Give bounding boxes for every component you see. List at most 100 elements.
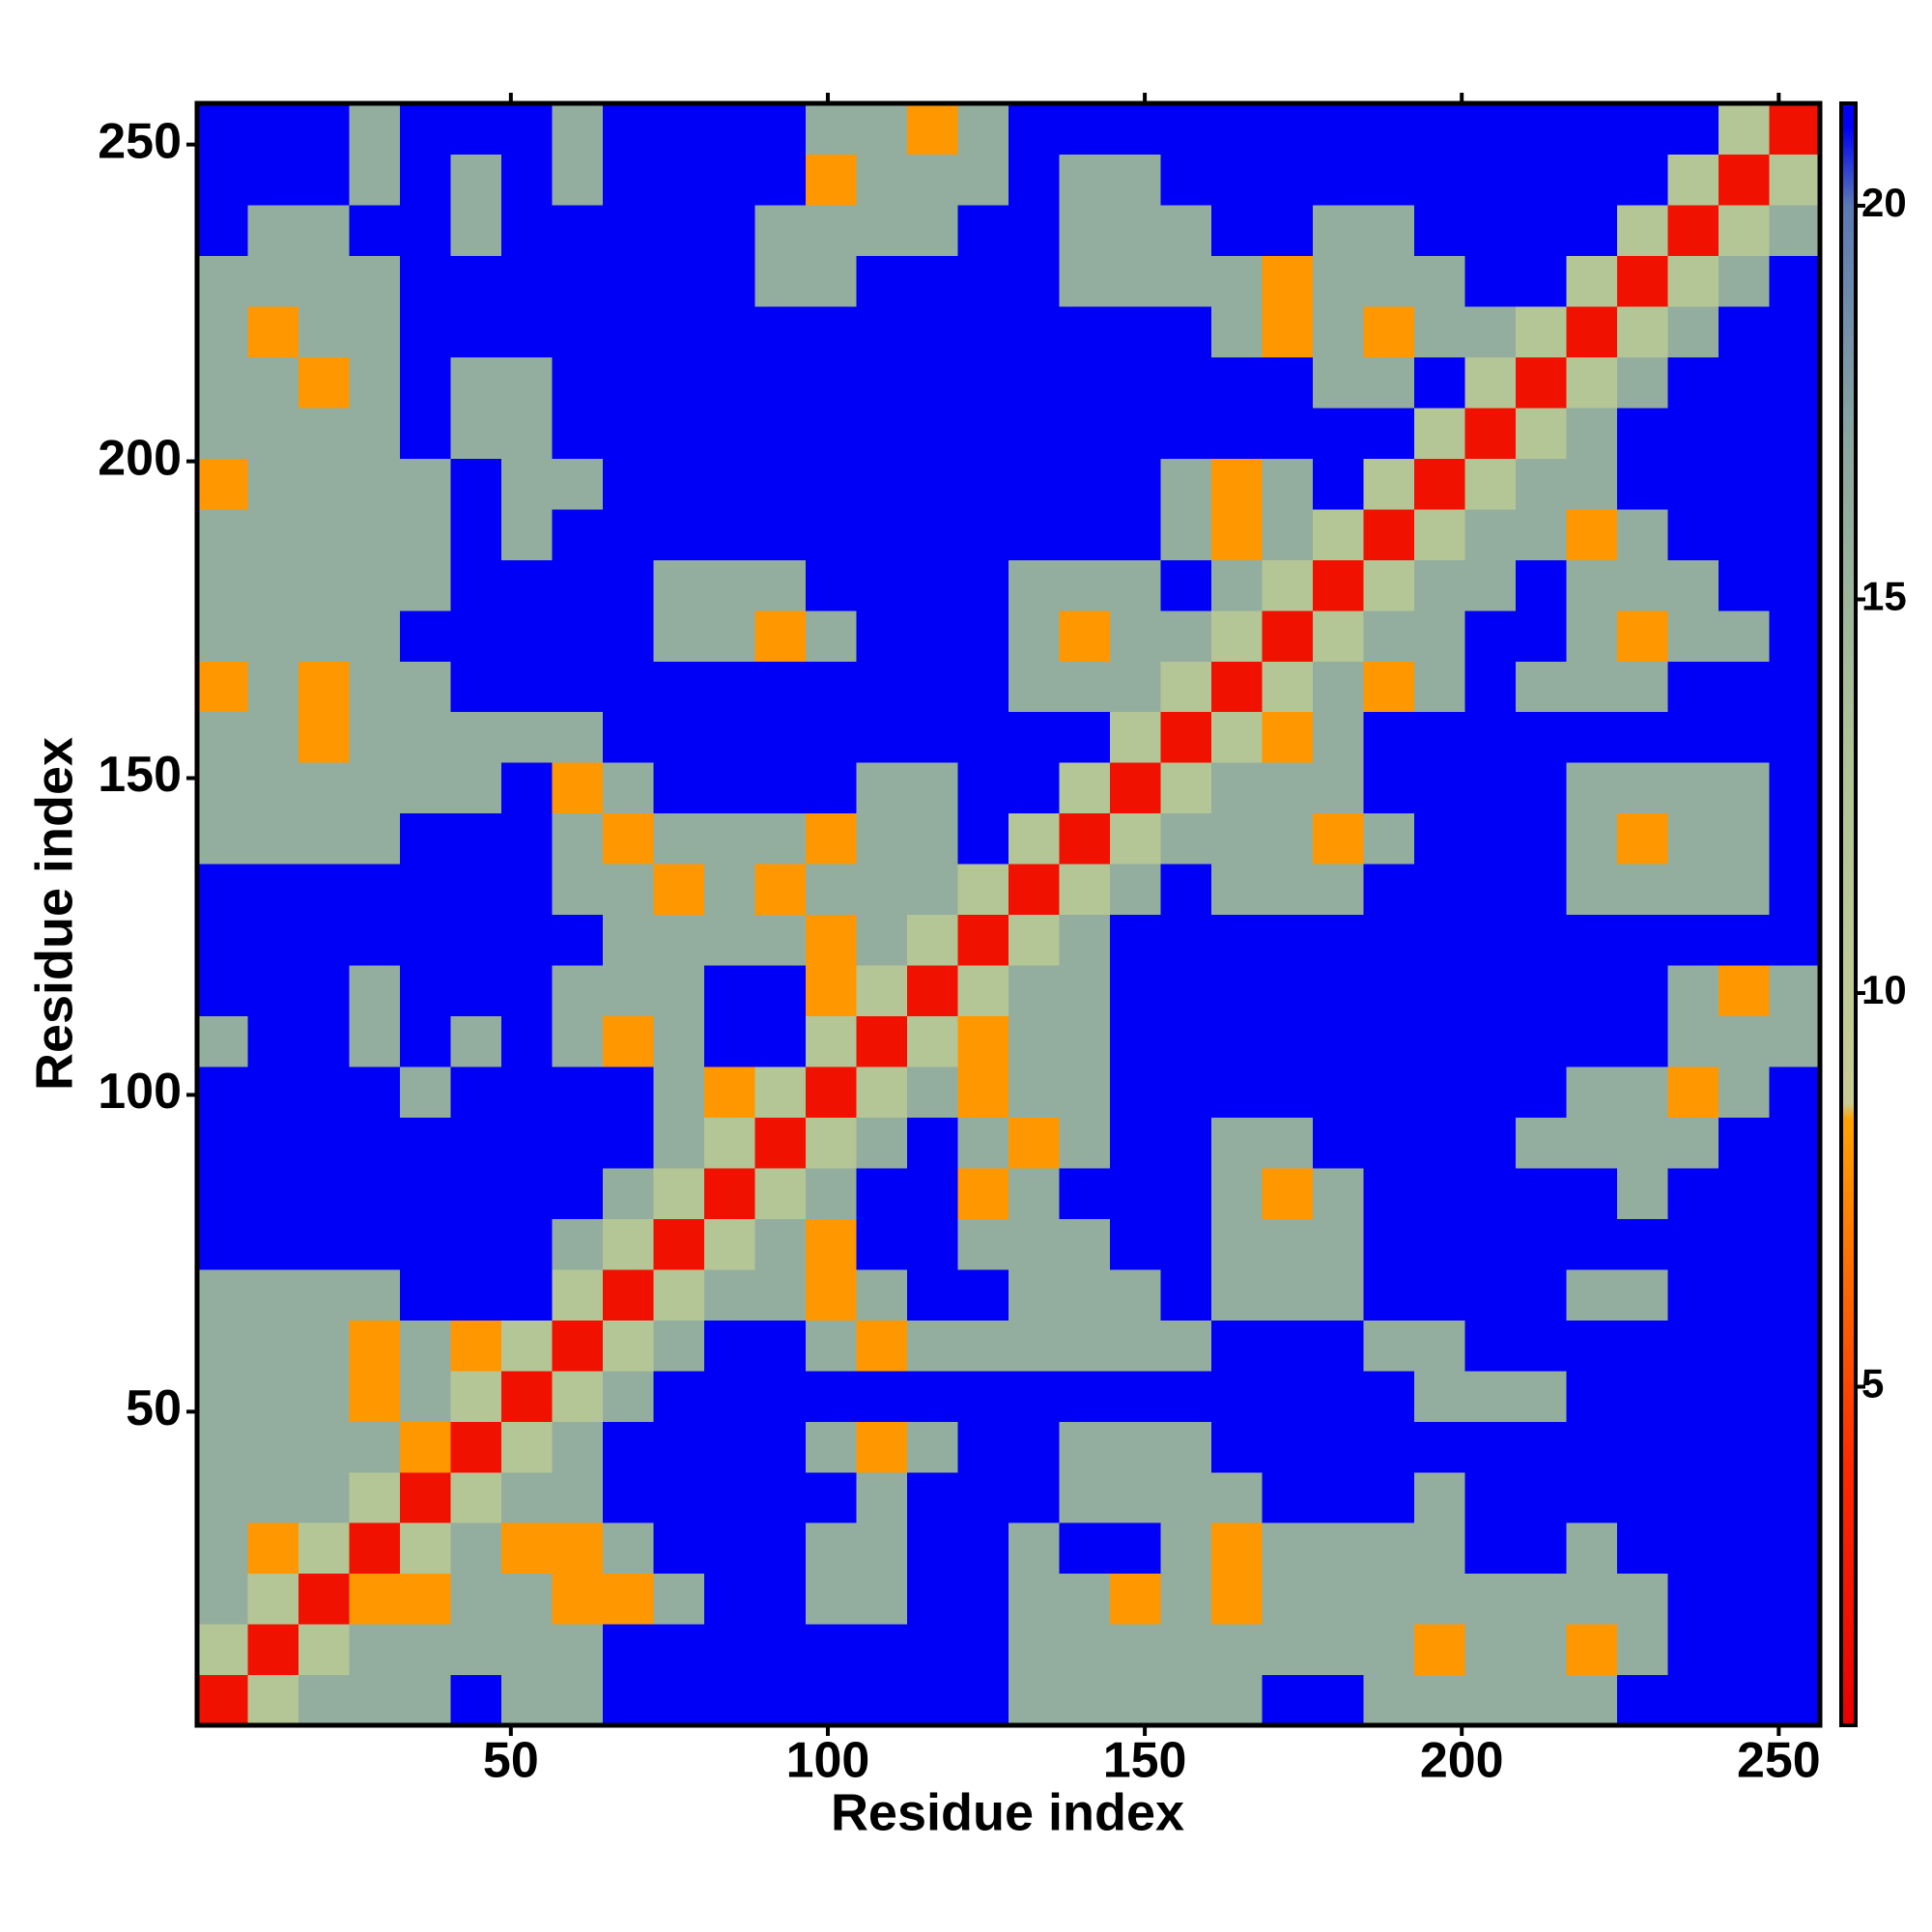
heatmap-cell: [1769, 1167, 1821, 1219]
heatmap-cell: [400, 1522, 452, 1575]
heatmap-cell: [704, 103, 756, 156]
heatmap-cell: [603, 1218, 655, 1270]
heatmap-cell: [552, 1320, 604, 1372]
heatmap-cell: [1262, 508, 1314, 560]
heatmap-cell: [1211, 1421, 1264, 1473]
heatmap-cell: [653, 812, 705, 865]
heatmap-cell: [1160, 812, 1212, 865]
heatmap-cell: [856, 1573, 908, 1625]
heatmap-cell: [806, 458, 858, 510]
heatmap-cell: [653, 964, 705, 1017]
heatmap-cell: [957, 914, 1009, 966]
heatmap-cell: [1769, 1117, 1821, 1169]
heatmap-cell: [1667, 914, 1719, 966]
heatmap-cell: [1262, 762, 1314, 814]
colorbar-tick-label: 20: [1861, 180, 1907, 225]
heatmap-cell: [400, 711, 452, 763]
colorbar: [1839, 101, 1858, 1727]
heatmap-cell: [754, 1117, 807, 1169]
heatmap-cell: [247, 964, 299, 1017]
heatmap-cell: [197, 964, 249, 1017]
heatmap-cell: [1667, 458, 1719, 510]
heatmap-cell: [1313, 762, 1365, 814]
heatmap-cell: [1262, 407, 1314, 459]
heatmap-cell: [1110, 914, 1162, 966]
heatmap-cell: [1262, 1268, 1314, 1321]
heatmap-cell: [1363, 1015, 1415, 1067]
heatmap-cell: [450, 1167, 502, 1219]
heatmap-cell: [1566, 1624, 1618, 1676]
heatmap-cell: [1516, 356, 1568, 409]
heatmap-cell: [197, 1218, 249, 1270]
heatmap-cell: [907, 864, 959, 916]
heatmap-cell: [704, 762, 756, 814]
heatmap-cell: [501, 1370, 554, 1422]
heatmap-cell: [1160, 1065, 1212, 1118]
heatmap-cell: [501, 407, 554, 459]
heatmap-cell: [653, 1015, 705, 1067]
heatmap-cell: [1566, 1015, 1618, 1067]
heatmap-cell: [1516, 1167, 1568, 1219]
heatmap-cell: [298, 864, 351, 916]
heatmap-cell: [1516, 1015, 1568, 1067]
heatmap-cell: [1617, 559, 1669, 611]
heatmap-cell: [1414, 458, 1466, 510]
heatmap-cell: [603, 914, 655, 966]
heatmap-cell: [1516, 458, 1568, 510]
heatmap-cell: [1363, 255, 1415, 307]
heatmap-cell: [450, 559, 502, 611]
heatmap-cell: [400, 1471, 452, 1523]
heatmap-cell: [603, 1320, 655, 1372]
heatmap-cell: [1211, 1573, 1264, 1625]
heatmap-cell: [1059, 1573, 1111, 1625]
heatmap-cell: [1160, 1015, 1212, 1067]
heatmap-cell: [754, 204, 807, 257]
heatmap-cell: [1211, 1268, 1264, 1321]
heatmap-cell: [1667, 1268, 1719, 1321]
heatmap-cell: [1566, 610, 1618, 662]
heatmap-cell: [704, 508, 756, 560]
heatmap-cell: [1313, 1421, 1365, 1473]
heatmap-cell: [1516, 407, 1568, 459]
heatmap-cell: [247, 1015, 299, 1067]
heatmap-cell: [1464, 1471, 1517, 1523]
heatmap-cell: [1110, 154, 1162, 206]
heatmap-cell: [450, 1015, 502, 1067]
heatmap-cell: [1110, 1065, 1162, 1118]
heatmap-cell: [1617, 255, 1669, 307]
heatmap-cell: [1719, 255, 1771, 307]
heatmap-cell: [1262, 1320, 1314, 1372]
heatmap-cell: [704, 1167, 756, 1219]
heatmap-cell: [1464, 1421, 1517, 1473]
heatmap-cell: [1414, 1471, 1466, 1523]
heatmap-cell: [856, 1421, 908, 1473]
heatmap-cell: [247, 610, 299, 662]
heatmap-cell: [1110, 559, 1162, 611]
heatmap-cell: [806, 508, 858, 560]
heatmap-cell: [1262, 964, 1314, 1017]
heatmap-cell: [400, 559, 452, 611]
heatmap-cell: [552, 661, 604, 713]
heatmap-cell: [1009, 661, 1061, 713]
heatmap-cell: [1009, 1065, 1061, 1118]
heatmap-cell: [247, 914, 299, 966]
heatmap-cell: [349, 103, 401, 156]
heatmap-cell: [1009, 1573, 1061, 1625]
heatmap-cell: [501, 103, 554, 156]
heatmap-cell: [501, 1624, 554, 1676]
heatmap-cell: [806, 964, 858, 1017]
heatmap-cell: [1059, 1624, 1111, 1676]
heatmap-cell: [1414, 661, 1466, 713]
heatmap-cell: [957, 964, 1009, 1017]
heatmap-cell: [1211, 204, 1264, 257]
heatmap-cell: [907, 1573, 959, 1625]
heatmap-cell: [1110, 1218, 1162, 1270]
heatmap-cell: [1363, 559, 1415, 611]
heatmap-cell: [1719, 204, 1771, 257]
heatmap-cell: [1363, 356, 1415, 409]
heatmap-cell: [1009, 204, 1061, 257]
heatmap-cell: [400, 1268, 452, 1321]
heatmap-cell: [1363, 1065, 1415, 1118]
heatmap-cell: [704, 1117, 756, 1169]
heatmap-cell: [653, 711, 705, 763]
